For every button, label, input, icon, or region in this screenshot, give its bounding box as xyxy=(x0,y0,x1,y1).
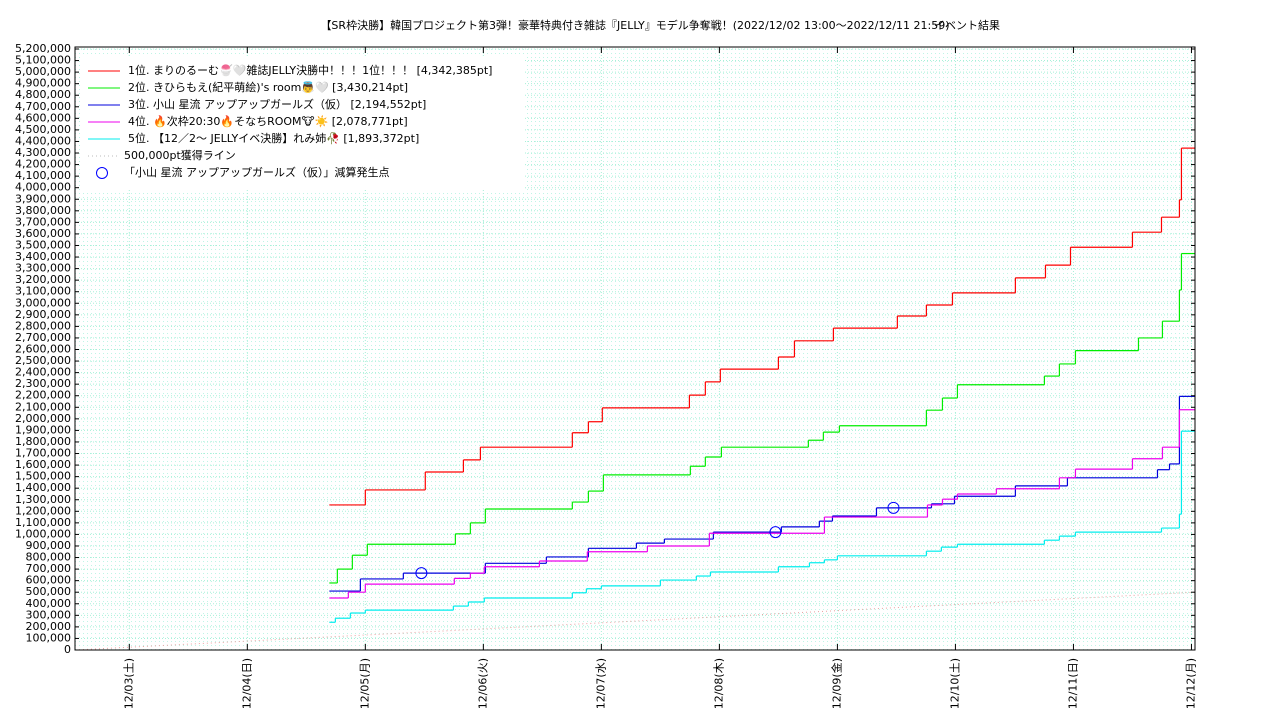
y-tick-label: 1,300,000 xyxy=(15,493,71,506)
x-tick-label: 12/03(土) xyxy=(122,658,135,709)
y-tick-label: 3,900,000 xyxy=(15,192,71,205)
x-tick-label: 12/11(日) xyxy=(1066,658,1079,709)
y-tick-label: 2,600,000 xyxy=(15,343,71,356)
y-tick-label: 3,100,000 xyxy=(15,285,71,298)
x-tick-label: 12/08(木) xyxy=(712,658,725,709)
y-tick-label: 1,700,000 xyxy=(15,447,71,460)
legend-label: 500,000pt獲得ライン xyxy=(124,149,236,162)
y-tick-label: 3,300,000 xyxy=(15,262,71,275)
y-tick-label: 1,800,000 xyxy=(15,435,71,448)
y-tick-label: 3,400,000 xyxy=(15,250,71,263)
y-tick-label: 400,000 xyxy=(26,597,72,610)
x-tick-label: 12/07(水) xyxy=(594,658,607,709)
marker xyxy=(769,526,782,539)
y-tick-label: 1,200,000 xyxy=(15,504,71,517)
y-tick-label: 900,000 xyxy=(26,539,72,552)
legend: 1位. まりのるーむ🍧🤍雑誌JELLY決勝中！！！1位！！！ [4,342,38… xyxy=(88,63,492,179)
y-tick-label: 1,600,000 xyxy=(15,458,71,471)
plot-lines xyxy=(74,147,1196,651)
marker xyxy=(415,567,428,580)
y-tick-label: 700,000 xyxy=(26,562,72,575)
y-tick-label: 3,000,000 xyxy=(15,296,71,309)
y-tick-label: 4,300,000 xyxy=(15,146,71,159)
y-tick-label: 4,000,000 xyxy=(15,181,71,194)
y-tick-label: 200,000 xyxy=(26,620,72,633)
y-tick-label: 3,500,000 xyxy=(15,238,71,251)
y-tick-label: 2,100,000 xyxy=(15,400,71,413)
x-tick-label: 12/12(月) xyxy=(1184,658,1197,709)
legend-label: 「小山 星流 アップアップガールズ（仮）」減算発生点 xyxy=(124,165,390,179)
marker xyxy=(887,501,900,514)
y-tick-label: 3,200,000 xyxy=(15,273,71,286)
x-tick-label: 12/09(金) xyxy=(829,658,843,709)
y-tick-label: 5,000,000 xyxy=(15,65,71,78)
y-tick-label: 2,400,000 xyxy=(15,366,71,379)
y-tick-label: 0 xyxy=(64,643,71,656)
y-tick-label: 800,000 xyxy=(26,551,72,564)
y-tick-label: 2,000,000 xyxy=(15,412,71,425)
reference-line xyxy=(74,591,1196,651)
y-tick-label: 100,000 xyxy=(26,631,72,644)
y-tick-label: 2,800,000 xyxy=(15,319,71,332)
chart-subtitle: イベント結果 xyxy=(934,18,1000,32)
y-tick-label: 4,700,000 xyxy=(15,100,71,113)
y-tick-label: 4,600,000 xyxy=(15,111,71,124)
y-tick-label: 3,800,000 xyxy=(15,204,71,217)
y-tick-label: 2,200,000 xyxy=(15,389,71,402)
grid xyxy=(75,48,1195,651)
chart-title: 【SR枠決勝】韓国プロジェクト第3弾！豪華特典付き雑誌『JELLY』モデル争奪戦… xyxy=(320,18,949,32)
legend-label: 2位. きひらもえ(紀平萌絵)'s room👼🤍 [3,430,214pt] xyxy=(128,80,408,94)
legend-swatch xyxy=(96,167,108,179)
y-tick-label: 4,900,000 xyxy=(15,77,71,90)
x-tick-label: 12/04(日) xyxy=(240,658,253,709)
y-tick-label: 2,500,000 xyxy=(15,354,71,367)
x-tick-label: 12/06(火) xyxy=(476,658,489,709)
y-tick-label: 1,000,000 xyxy=(15,527,71,540)
legend-label: 3位. 小山 星流 アップアップガールズ（仮） [2,194,552pt] xyxy=(128,97,426,111)
x-tick-label: 12/05(月) xyxy=(358,658,371,709)
legend-label: 4位. 🔥次枠20:30🔥そなちROOM🐮☀️ [2,078,771pt] xyxy=(128,114,408,128)
y-tick-label: 4,200,000 xyxy=(15,158,71,171)
legend-box xyxy=(80,57,525,190)
y-tick-label: 3,600,000 xyxy=(15,227,71,240)
x-tick-label: 12/10(土) xyxy=(948,658,961,709)
y-tick-label: 2,700,000 xyxy=(15,331,71,344)
y-tick-label: 5,100,000 xyxy=(15,54,71,67)
y-tick-label: 300,000 xyxy=(26,608,72,621)
y-tick-label: 1,100,000 xyxy=(15,516,71,529)
axes: 0100,000200,000300,000400,000500,000600,… xyxy=(15,42,1197,709)
legend-label: 1位. まりのるーむ🍧🤍雑誌JELLY決勝中！！！1位！！！ [4,342,38… xyxy=(128,63,492,77)
y-tick-label: 2,300,000 xyxy=(15,377,71,390)
y-tick-label: 4,400,000 xyxy=(15,134,71,147)
y-tick-label: 4,100,000 xyxy=(15,169,71,182)
y-tick-label: 500,000 xyxy=(26,585,72,598)
plot-frame xyxy=(74,46,1196,651)
y-tick-label: 4,500,000 xyxy=(15,123,71,136)
y-tick-label: 2,900,000 xyxy=(15,308,71,321)
legend-label: 5位. 【12／2～ JELLYイベ決勝】れみ姉🥀 [1,893,372pt] xyxy=(128,131,419,145)
y-tick-label: 5,200,000 xyxy=(15,42,71,55)
y-tick-label: 1,500,000 xyxy=(15,470,71,483)
y-tick-label: 4,800,000 xyxy=(15,88,71,101)
y-tick-label: 3,700,000 xyxy=(15,215,71,228)
y-tick-label: 600,000 xyxy=(26,574,72,587)
y-tick-label: 1,900,000 xyxy=(15,423,71,436)
y-tick-label: 1,400,000 xyxy=(15,481,71,494)
